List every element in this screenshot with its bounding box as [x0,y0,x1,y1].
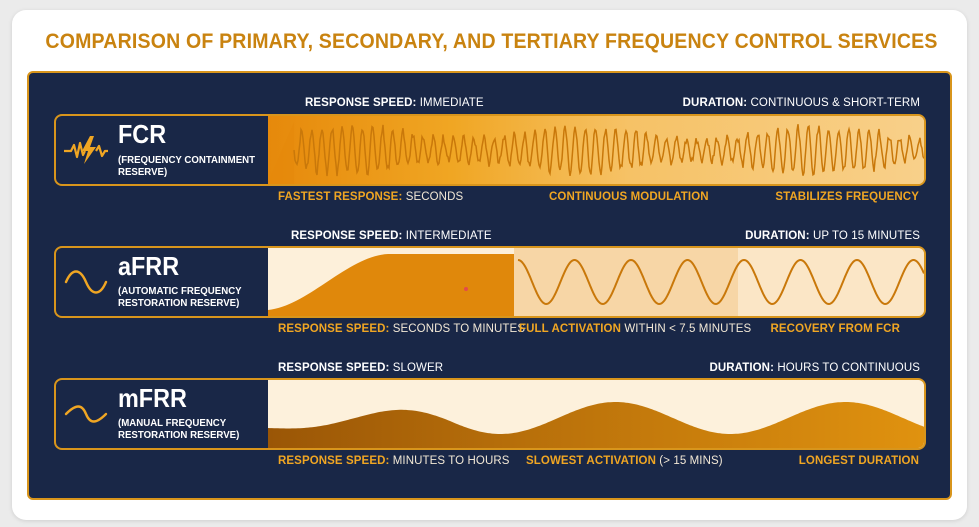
caption-key: DURATION: [709,362,775,374]
afrr-bottom-caption-1: RESPONSE SPEED: SECONDS TO MINUTES [278,323,525,335]
caption-value: (> 15 MINS) [659,455,723,467]
afrr-full-name: (AUTOMATIC FREQUENCY RESTORATION RESERVE… [118,285,242,309]
page-title: COMPARISON OF PRIMARY, SECONDARY, AND TE… [45,30,938,53]
mfrr-wave-box [268,378,926,450]
full-name-line: (MANUAL FREQUENCY [118,417,227,429]
full-name-line: RESTORATION RESERVE) [118,297,240,309]
afrr-label-box [54,246,270,318]
caption-value: SECONDS TO MINUTES [392,323,526,335]
caption-value: SECONDS [405,191,464,203]
sine-wave-icon [64,270,108,294]
caption-key: FULL ACTIVATION [519,323,622,335]
full-name-line: RESTORATION RESERVE) [118,429,240,441]
caption-key: SLOWEST ACTIVATION [526,455,656,467]
fcr-waveform [268,116,924,184]
fcr-response-speed-caption: RESPONSE SPEED: IMMEDIATE [305,97,484,109]
afrr-activation-ramp [268,254,514,316]
fcr-duration-caption: DURATION: CONTINUOUS & SHORT-TERM [683,97,920,109]
fcr-full-name: (FREQUENCY CONTAINMENT RESERVE) [118,154,255,178]
caption-value: CONTINUOUS & SHORT-TERM [750,97,920,109]
caption-key: RESPONSE SPEED: [305,97,417,109]
full-name-line: (AUTOMATIC FREQUENCY [118,285,242,297]
caption-value: UP TO 15 MINUTES [812,230,920,242]
mfrr-abbr: mFRR [118,383,187,413]
mfrr-full-name: (MANUAL FREQUENCY RESTORATION RESERVE) [118,417,239,441]
caption-value: INTERMEDIATE [405,230,492,242]
afrr-bottom-caption-3: RECOVERY FROM FCR [770,323,900,335]
marker-dot [464,287,468,291]
mfrr-response-speed-caption: RESPONSE SPEED: SLOWER [278,362,443,374]
caption-key: RESPONSE SPEED: [278,362,390,374]
caption-key: RESPONSE SPEED: [278,323,390,335]
afrr-duration-caption: DURATION: UP TO 15 MINUTES [745,230,920,242]
mfrr-bottom-caption-3: LONGEST DURATION [798,455,919,467]
mfrr-activation-area [268,402,924,448]
afrr-abbr: aFRR [118,251,180,281]
fcr-bottom-caption-3: STABILIZES FREQUENCY [775,191,919,203]
mfrr-duration-caption: DURATION: HOURS TO CONTINUOUS [709,362,920,374]
mfrr-bottom-caption-1: RESPONSE SPEED: MINUTES TO HOURS [278,455,510,467]
full-name-line: RESERVE) [118,166,168,178]
full-name-line: (FREQUENCY CONTAINMENT [118,154,256,166]
afrr-response-speed-caption: RESPONSE SPEED: INTERMEDIATE [291,230,492,242]
caption-value: MINUTES TO HOURS [392,455,510,467]
mfrr-waveform [268,380,924,448]
caption-value: SLOWER [392,362,444,374]
fcr-oscillation-line [293,124,924,177]
caption-key: DURATION: [745,230,810,242]
afrr-waveform [268,248,924,316]
fcr-bottom-caption-2: CONTINUOUS MODULATION [549,191,709,203]
fcr-abbr: FCR [118,119,167,149]
caption-value: IMMEDIATE [419,97,484,109]
fcr-wave-box [268,114,926,186]
mfrr-bottom-caption-2: SLOWEST ACTIVATION (> 15 MINS) [526,455,723,467]
caption-key: RESPONSE SPEED: [278,455,390,467]
lightning-wave-icon [64,136,108,164]
caption-value: WITHIN < 7.5 MINUTES [624,323,752,335]
afrr-oscillation-line [517,258,924,306]
afrr-bottom-caption-2: FULL ACTIVATION WITHIN < 7.5 MINUTES [519,323,751,335]
afrr-wave-box [268,246,926,318]
caption-value: HOURS TO CONTINUOUS [777,362,920,374]
caption-key: DURATION: [682,97,748,109]
fcr-bottom-caption-1: FASTEST RESPONSE: SECONDS [278,191,463,203]
slow-wave-icon [64,405,108,423]
mfrr-label-box [54,378,270,450]
caption-key: FASTEST RESPONSE: [278,191,403,203]
caption-key: RESPONSE SPEED: [291,230,403,242]
